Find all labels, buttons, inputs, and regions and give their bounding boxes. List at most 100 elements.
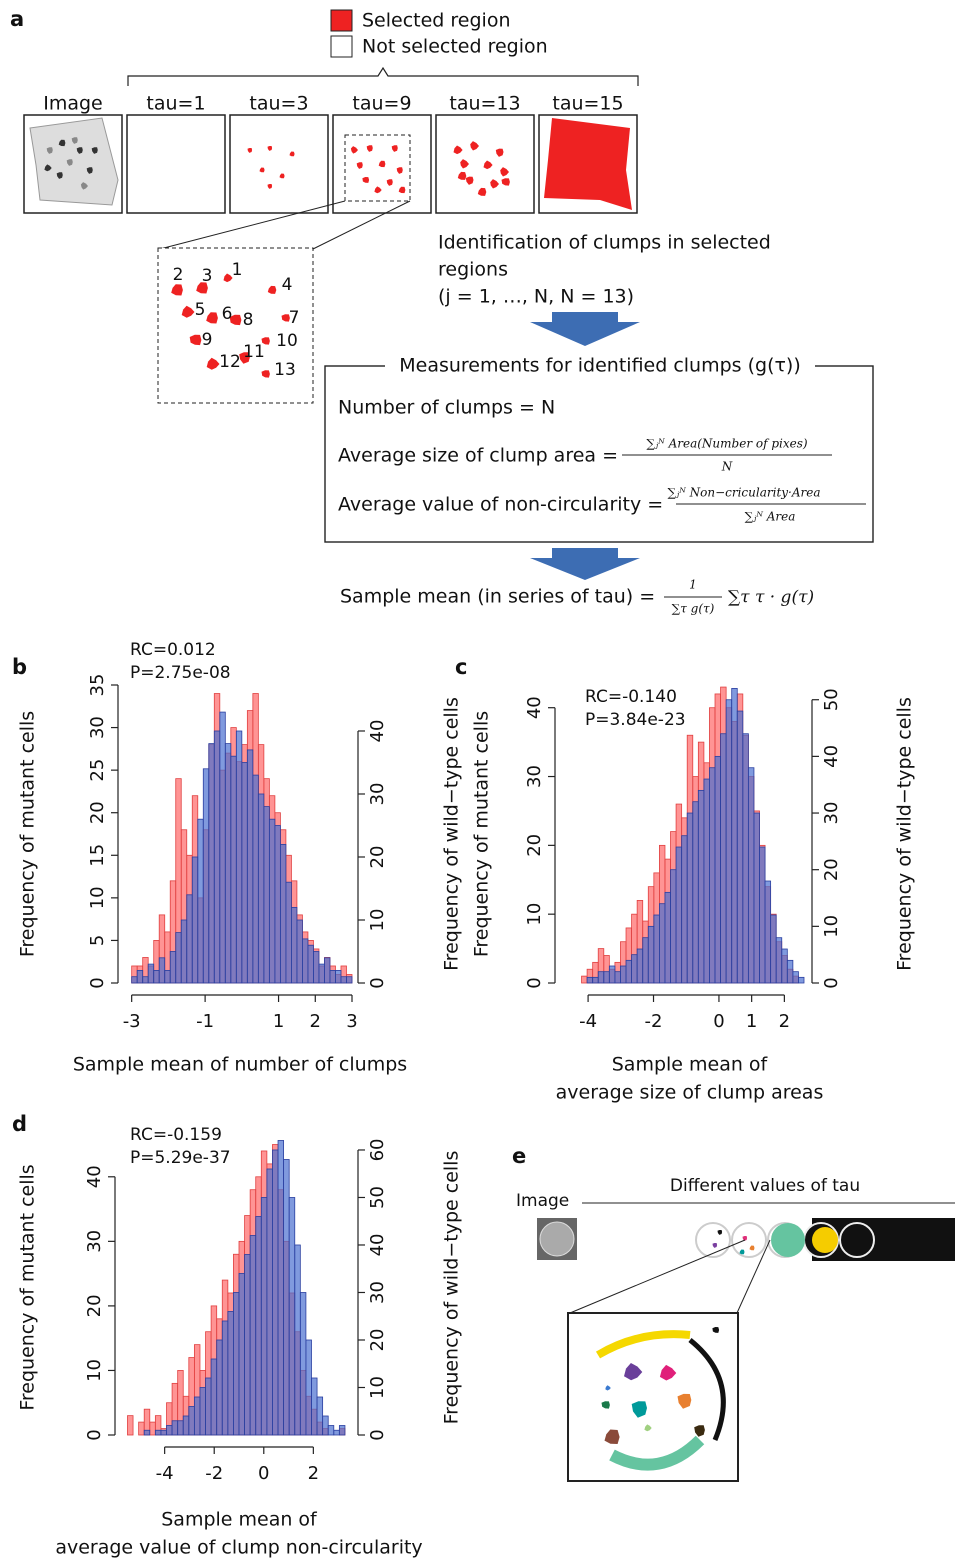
- y-axis-title: Frequency of mutant cells: [471, 711, 493, 957]
- histogram-bar: [266, 1168, 273, 1436]
- clump: [229, 314, 242, 326]
- histogram-bar: [631, 954, 638, 984]
- histogram-bar: [205, 1377, 212, 1436]
- histogram-bar: [149, 1421, 156, 1436]
- clump: [356, 162, 363, 169]
- histogram-bar: [324, 957, 331, 984]
- clump: [206, 357, 220, 370]
- clump: [470, 141, 479, 151]
- clump-number: 5: [195, 300, 206, 320]
- clump: [261, 370, 270, 378]
- x-tick-label: -2: [645, 1011, 663, 1032]
- histogram-bar: [781, 948, 788, 984]
- clump-number: 13: [274, 360, 296, 380]
- histogram-bar: [291, 906, 298, 984]
- y-tick-label: 25: [87, 759, 108, 782]
- fraction-numerator: ∑ⱼᴺ Area(Number of pixes): [646, 437, 807, 451]
- measurement-line: Average size of clump area =: [338, 445, 618, 467]
- clump: [457, 171, 467, 180]
- histogram-bar: [213, 730, 221, 984]
- y-tick-label: 0: [524, 977, 545, 988]
- clump: [742, 1236, 748, 1241]
- legend-swatch: [330, 9, 353, 32]
- annotation: P=3.84e-23: [585, 710, 686, 730]
- histogram-bar: [346, 976, 353, 984]
- histogram-bar: [340, 976, 347, 984]
- histogram-bar: [153, 969, 160, 984]
- histogram-bar: [770, 914, 777, 984]
- histogram-bar: [792, 971, 799, 984]
- clump-number: 10: [276, 331, 298, 351]
- y-tick-label: 0: [367, 1429, 388, 1440]
- zoom-line: [159, 200, 346, 250]
- clump: [66, 159, 73, 166]
- zoom-line: [736, 1239, 771, 1314]
- histogram-bar: [221, 1320, 229, 1436]
- legend-text: Selected region: [362, 10, 511, 32]
- histogram-bar: [279, 843, 287, 984]
- clump: [223, 273, 233, 283]
- tau-strip: [537, 1218, 955, 1261]
- y-axis-title: Frequency of mutant cells: [17, 711, 39, 957]
- clump: [477, 187, 487, 196]
- clump: [453, 145, 463, 155]
- y-tick-label: 10: [524, 903, 545, 926]
- histogram-bar: [714, 755, 721, 984]
- clump-number: 12: [219, 352, 241, 372]
- y-tick-label: 40: [821, 745, 842, 768]
- clump-number: 4: [282, 275, 293, 295]
- x-axis-title: Sample mean of number of clumps: [73, 1054, 407, 1076]
- y-tick-label: 40: [367, 1234, 388, 1257]
- zoom-line: [312, 200, 411, 250]
- legend-text: Not selected region: [362, 36, 548, 58]
- histogram-bar: [620, 965, 627, 984]
- y-tick-label: 40: [367, 720, 388, 743]
- tau-image: [839, 1222, 875, 1258]
- histogram-bar: [235, 730, 243, 984]
- clump: [688, 1338, 726, 1441]
- histogram-bar: [296, 919, 303, 984]
- cell-image: [539, 1221, 575, 1257]
- tau-image: [588, 1223, 622, 1257]
- y-tick-label: 30: [87, 716, 108, 739]
- histogram-bar: [313, 951, 320, 984]
- annotation: P=2.75e-08: [130, 663, 231, 683]
- zoom-box: [567, 1312, 739, 1482]
- x-tick-label: 1: [273, 1011, 284, 1032]
- histogram-bar: [143, 1429, 151, 1436]
- histogram-bar: [764, 880, 772, 984]
- histogram-bar: [664, 891, 671, 984]
- clump: [80, 182, 88, 190]
- histogram-bar: [731, 687, 738, 984]
- x-tick-label: -3: [123, 1011, 141, 1032]
- measurement-line: Number of clumps = N: [338, 397, 555, 419]
- zoom-clumps: [595, 1327, 726, 1471]
- thumbnail-label: tau=15: [552, 93, 623, 115]
- histogram-bar: [288, 1197, 296, 1436]
- clump: [677, 1393, 692, 1409]
- clump: [501, 178, 510, 186]
- title-backdrop: [385, 354, 815, 378]
- histogram-bar: [268, 818, 276, 984]
- cell-image: [29, 117, 119, 206]
- histogram-bar: [191, 856, 199, 984]
- x-tick-label: -1: [196, 1011, 214, 1032]
- y-tick-label: 20: [367, 1329, 388, 1352]
- histogram-bar: [138, 1421, 145, 1436]
- arrow: [530, 548, 640, 580]
- histogram-bar: [305, 1339, 312, 1436]
- histogram-bar: [230, 755, 237, 984]
- histogram-bar: [586, 976, 594, 984]
- y-tick-label: 0: [87, 977, 108, 988]
- histogram-bar: [653, 914, 660, 984]
- thumbnail-frame: [126, 114, 226, 214]
- y-tick-label: 30: [524, 765, 545, 788]
- histogram-bar: [285, 881, 292, 984]
- clump: [398, 186, 406, 194]
- histogram-bar: [786, 959, 794, 984]
- y-tick-label: 20: [821, 858, 842, 881]
- clump: [46, 147, 53, 154]
- histogram-bar: [260, 1197, 268, 1436]
